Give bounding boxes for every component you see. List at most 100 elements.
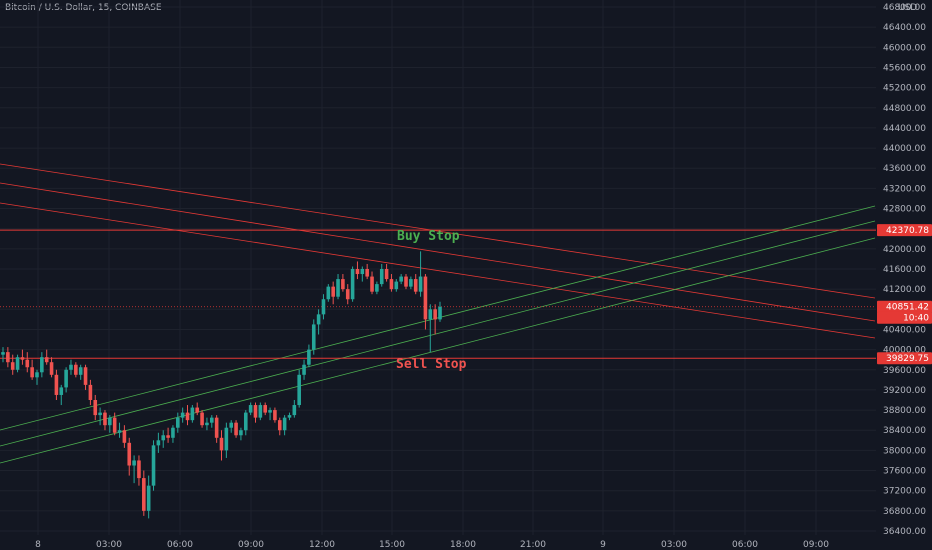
candle-body (297, 374, 301, 406)
candle-body (195, 407, 200, 413)
candle-body (156, 440, 161, 446)
candle-body (277, 420, 282, 431)
candle-body (64, 369, 68, 388)
candle-body (389, 279, 394, 290)
price-axis-background[interactable] (876, 0, 932, 535)
symbol-title: Bitcoin / U.S. Dollar, 15, COINBASE (5, 3, 162, 13)
candle-body (74, 364, 78, 375)
candle-body (185, 412, 190, 421)
time-tick-label: 12:00 (309, 540, 335, 550)
time-tick-label: 21:00 (520, 540, 546, 550)
red-channel-line-bottom[interactable] (0, 202, 876, 339)
price-tick-label: 40400.00 (883, 325, 926, 335)
time-tick-label: 8 (35, 540, 41, 550)
price-tick-label: 36400.00 (883, 527, 926, 537)
price-tick-label: 46000.00 (883, 43, 926, 53)
price-tick-label: 38400.00 (883, 426, 926, 436)
candle-body (214, 417, 219, 438)
buy-stop-label[interactable]: Buy Stop (397, 229, 460, 244)
candle-body (93, 400, 98, 416)
candle-body (166, 435, 170, 438)
price-tag-label: 39829.75 (886, 354, 929, 364)
candle-body (54, 374, 59, 395)
time-tick-label: 15:00 (379, 540, 405, 550)
candle-body (345, 289, 350, 300)
price-tick-label: 44800.00 (883, 104, 926, 114)
time-tick-label: 09:00 (803, 540, 829, 550)
sell-stop-label[interactable]: Sell Stop (396, 357, 467, 372)
candle-body (142, 478, 146, 511)
candle-body (6, 352, 10, 363)
price-tag (877, 300, 932, 313)
candle-body (78, 367, 83, 375)
candle-body (219, 437, 224, 451)
candle-body (59, 387, 64, 395)
green-channel-line-bottom[interactable] (0, 237, 876, 464)
candle-body (399, 276, 403, 282)
price-tick-label: 42000.00 (883, 245, 926, 255)
candle-body (263, 405, 267, 413)
price-tick-label: 46800.00 (883, 3, 926, 13)
candle-body (171, 427, 175, 438)
candle-body (282, 417, 287, 431)
candlestick-series (1, 251, 442, 519)
candle-body (161, 435, 166, 441)
price-tick-label: 37600.00 (883, 467, 926, 477)
candle-body (176, 417, 180, 428)
candle-body (108, 417, 112, 426)
candle-body (35, 372, 39, 378)
candle-body (365, 269, 369, 277)
candle-body (239, 430, 243, 436)
candle-body (137, 460, 141, 479)
candle-body (25, 359, 30, 368)
price-tag-label: 10:40 (903, 314, 929, 324)
candle-body (394, 281, 399, 290)
candle-body (428, 309, 433, 320)
red-channel-line-middle[interactable] (0, 182, 876, 322)
candle-body (234, 422, 238, 436)
candle-body (253, 405, 258, 418)
candle-body (355, 269, 360, 275)
candle-body (88, 384, 93, 400)
candle-body (117, 430, 122, 433)
candle-body (151, 445, 156, 486)
candle-body (180, 412, 185, 418)
candle-body (268, 410, 272, 413)
trendline-channels[interactable] (0, 163, 876, 464)
candle-body (98, 412, 102, 416)
horizontal-levels[interactable] (0, 229, 876, 359)
green-channel-line-middle[interactable] (0, 220, 876, 447)
candle-body (40, 357, 44, 373)
candle-body (112, 417, 117, 433)
candle-body (10, 362, 15, 370)
candle-body (302, 364, 306, 375)
price-tick-label: 44400.00 (883, 124, 926, 134)
candle-body (287, 415, 292, 418)
candle-body (321, 299, 326, 315)
price-tick-label: 37200.00 (883, 487, 926, 497)
time-tick-label: 06:00 (167, 540, 193, 550)
candle-body (122, 430, 127, 443)
time-axis[interactable]: 8 03:00 06:00 09:00 12:00 15:00 18:00 21:00 9 03:… (35, 540, 829, 550)
candle-body (190, 407, 195, 421)
time-axis-background[interactable] (0, 536, 932, 550)
candle-body (205, 422, 209, 426)
candle-body (316, 314, 321, 325)
candle-body (20, 357, 25, 360)
time-tick-label: 18:00 (450, 540, 476, 550)
candle-body (404, 276, 408, 287)
price-tick-label: 41200.00 (883, 285, 926, 295)
price-tick-label: 40000.00 (883, 346, 926, 356)
chart-grid (0, 0, 876, 535)
candle-body (44, 357, 49, 363)
currency-label: USD (898, 3, 917, 13)
price-tick-label: 43600.00 (883, 164, 926, 174)
price-tag-label: 42370.78 (886, 226, 929, 236)
candle-body (132, 460, 136, 466)
time-tick-label: 06:00 (732, 540, 758, 550)
price-tick-label: 46400.00 (883, 23, 926, 33)
annotations[interactable]: Buy Stop Sell Stop (396, 229, 467, 372)
green-channel-line-top[interactable] (0, 205, 876, 431)
